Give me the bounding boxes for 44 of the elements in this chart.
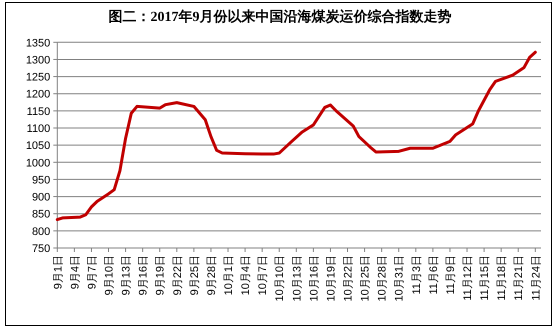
x-tick-label: 9月1日 — [52, 255, 64, 290]
x-tick-label: 9月22日 — [172, 255, 184, 296]
x-tick-label: 10月28日 — [376, 255, 389, 302]
x-tick-label: 11月21日 — [513, 255, 526, 301]
x-tick-label: 10月19日 — [325, 255, 338, 302]
x-tick-label: 9月25日 — [188, 255, 201, 296]
x-tick-label: 11月12日 — [462, 255, 474, 301]
x-tick-label: 10月10日 — [274, 255, 286, 302]
x-tick-label: 9月13日 — [120, 255, 133, 296]
x-tick-label: 10月1日 — [223, 255, 236, 296]
x-tick-label: 11月18日 — [496, 255, 508, 301]
y-tick-label: 800 — [32, 226, 50, 238]
y-tick-label: 900 — [32, 192, 50, 204]
x-tick-label: 11月6日 — [428, 255, 440, 295]
x-tick-label: 10月7日 — [257, 255, 270, 296]
y-tick-label: 750 — [32, 243, 50, 255]
x-tick-label: 9月28日 — [206, 255, 218, 296]
x-tick-label: 9月7日 — [86, 255, 98, 290]
x-tick-label: 11月15日 — [479, 255, 492, 301]
x-tick-label: 11月3日 — [410, 255, 423, 295]
y-tick-label: 850 — [32, 208, 50, 221]
y-tick-label: 1150 — [26, 106, 50, 118]
x-tick-label: 9月4日 — [69, 255, 82, 290]
y-tick-label: 1000 — [26, 157, 50, 170]
line-series — [56, 50, 537, 222]
y-tick-label: 1350 — [26, 37, 50, 50]
x-tick-label: 9月16日 — [138, 255, 150, 296]
x-tick-label: 10月22日 — [342, 255, 355, 302]
x-tick-label: 9月19日 — [154, 255, 167, 296]
y-tick-label: 1100 — [26, 123, 50, 136]
y-tick-label: 1250 — [26, 72, 50, 84]
y-tick-label: 1200 — [26, 88, 50, 101]
chart-title: 图二：2017年9月份以来中国沿海煤炭运价综合指数走势 — [108, 8, 452, 25]
x-tick-label: 10月4日 — [240, 255, 252, 296]
x-tick-label: 11月9日 — [444, 255, 457, 295]
x-tick-label: 10月31日 — [394, 255, 406, 302]
y-tick-label: 1050 — [26, 140, 50, 152]
x-tick-label: 9月10日 — [104, 255, 116, 296]
x-tick-label: 10月16日 — [308, 255, 320, 302]
y-tick-label: 1300 — [26, 54, 50, 66]
x-tick-label: 10月25日 — [360, 255, 372, 302]
x-tick-label: 11月24日 — [530, 255, 542, 301]
y-tick-label: 950 — [32, 174, 50, 186]
x-tick-label: 10月13日 — [291, 255, 304, 302]
